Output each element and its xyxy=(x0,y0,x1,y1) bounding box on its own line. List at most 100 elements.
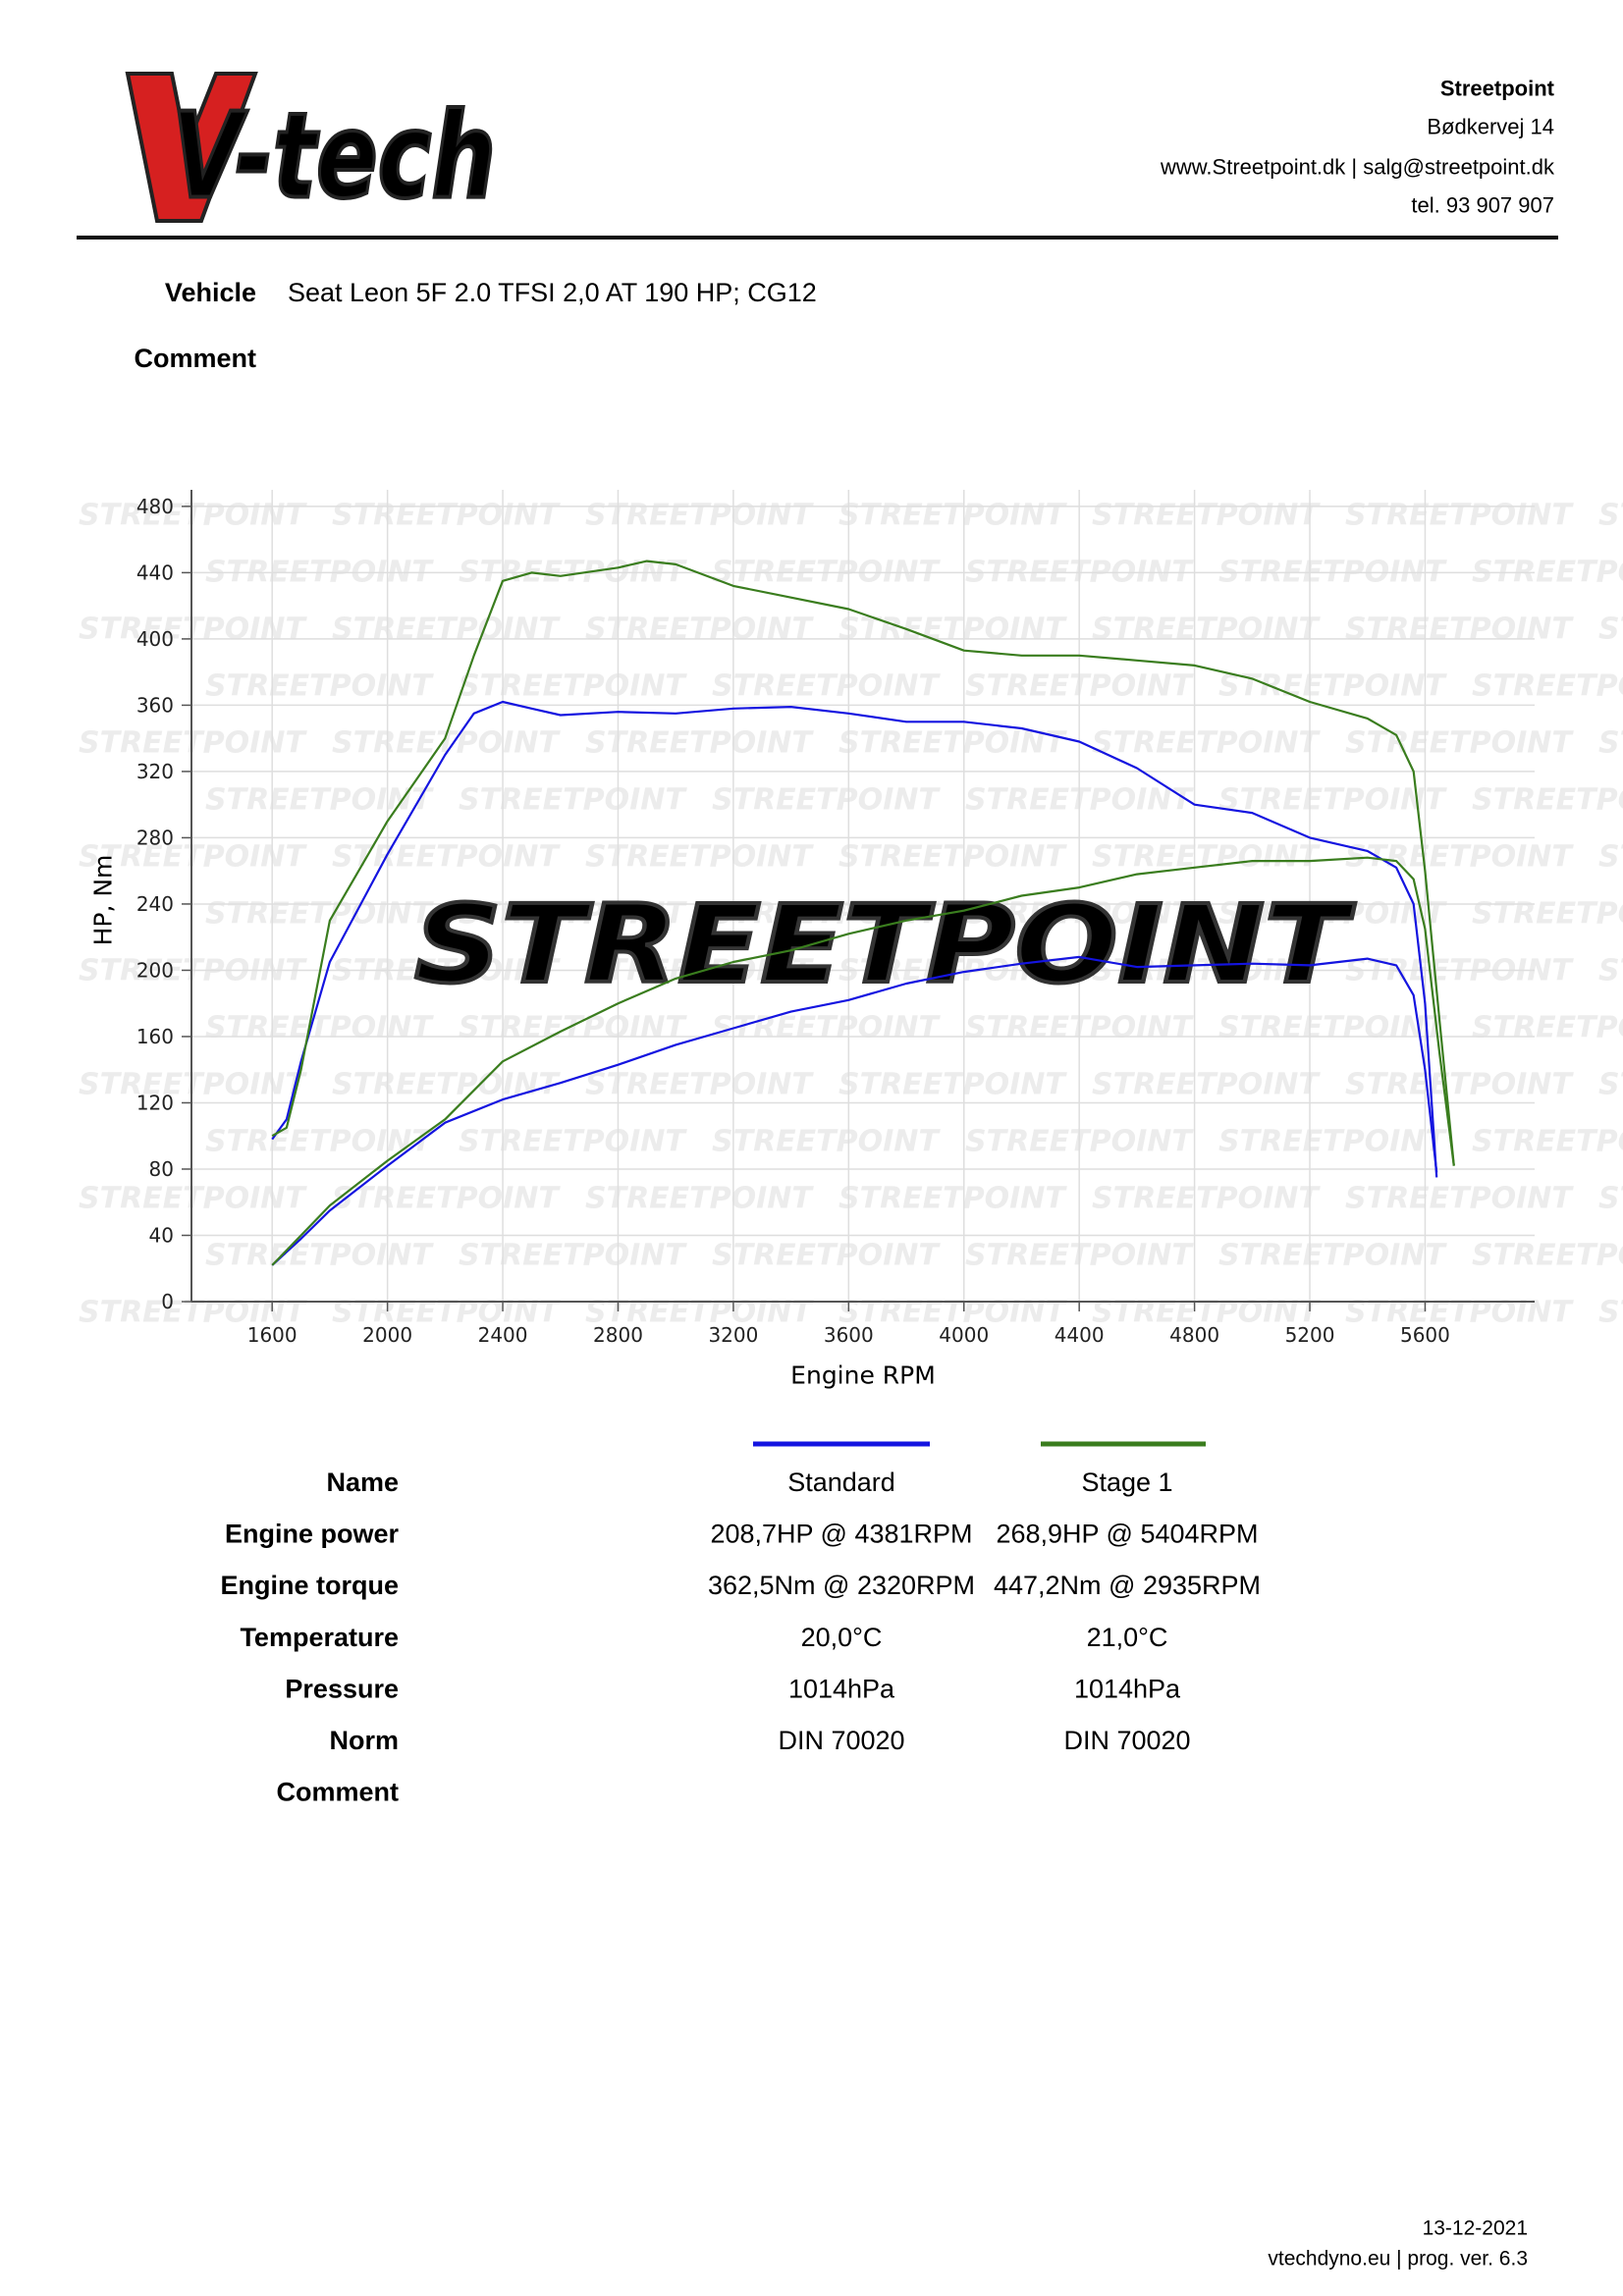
watermark: STREETPOINT xyxy=(1092,1182,1321,1216)
watermark: STREETPOINT xyxy=(1598,1068,1623,1102)
watermark: STREETPOINT xyxy=(1472,1125,1623,1159)
program-version: vtechdyno.eu | prog. ver. 6.3 xyxy=(1268,2248,1528,2270)
watermark: STREETPOINT xyxy=(839,1182,1067,1216)
watermark: STREETPOINT xyxy=(1345,613,1574,647)
watermark: STREETPOINT xyxy=(1472,669,1623,704)
watermark: STREETPOINT xyxy=(585,1182,814,1216)
watermark: STREETPOINT xyxy=(205,1239,434,1273)
y-tick-label: 240 xyxy=(136,892,174,916)
watermark: STREETPOINT xyxy=(1218,1125,1447,1159)
watermark: STREETPOINT xyxy=(332,726,561,761)
x-tick-label: 2800 xyxy=(593,1323,643,1347)
x-tick-label: 5200 xyxy=(1285,1323,1335,1347)
phone: tel. 93 907 907 xyxy=(1411,193,1554,218)
x-tick-label: 2400 xyxy=(478,1323,528,1347)
watermark: STREETPOINT xyxy=(1598,840,1623,875)
watermark: STREETPOINT xyxy=(1345,726,1574,761)
y-tick-label: 440 xyxy=(136,561,174,584)
cell: 268,9HP @ 5404RPM xyxy=(996,1520,1258,1549)
address: Bødkervej 14 xyxy=(1427,115,1554,139)
row-label: Temperature xyxy=(240,1623,399,1652)
watermark: STREETPOINT xyxy=(459,1125,687,1159)
cell: DIN 70020 xyxy=(1063,1726,1190,1755)
y-tick-label: 480 xyxy=(136,495,174,518)
watermark: STREETPOINT xyxy=(839,1068,1067,1102)
series-line xyxy=(271,856,1455,1266)
watermark: STREETPOINT xyxy=(332,1182,561,1216)
results-table: Name Standard Stage 1 Engine power 208,7HP @… xyxy=(221,1441,1261,1807)
y-tick-label: 160 xyxy=(136,1025,174,1048)
watermark: STREETPOINT xyxy=(1218,1239,1447,1273)
watermark: STREETPOINT xyxy=(1472,1011,1623,1045)
cell: 447,2Nm @ 2935RPM xyxy=(994,1571,1261,1600)
cell: 20,0°C xyxy=(801,1623,883,1652)
watermark: STREETPOINT xyxy=(1092,1068,1321,1102)
comment-label: Comment xyxy=(134,344,256,373)
watermark: STREETPOINT xyxy=(205,1011,434,1045)
watermark: STREETPOINT xyxy=(332,1068,561,1102)
watermark: STREETPOINT xyxy=(839,726,1067,761)
x-tick-label: 5600 xyxy=(1400,1323,1450,1347)
company-name: Streetpoint xyxy=(1440,77,1555,101)
watermark: STREETPOINT xyxy=(1472,1239,1623,1273)
contact: www.Streetpoint.dk | salg@streetpoint.dk xyxy=(1160,155,1555,180)
x-tick-label: 3600 xyxy=(824,1323,874,1347)
watermark: STREETPOINT xyxy=(79,1068,307,1102)
x-tick-label: 4000 xyxy=(939,1323,989,1347)
y-tick-label: 320 xyxy=(136,760,174,783)
row-label: Engine power xyxy=(225,1520,400,1549)
watermark: STREETPOINT xyxy=(1218,897,1447,932)
y-tick-label: 120 xyxy=(136,1091,174,1114)
watermark: STREETPOINT xyxy=(79,499,307,533)
y-tick-label: 200 xyxy=(136,958,174,982)
watermark: STREETPOINT xyxy=(1345,1068,1574,1102)
row-label: Norm xyxy=(329,1726,399,1755)
x-tick-label: 1600 xyxy=(247,1323,298,1347)
watermark: STREETPOINT xyxy=(585,499,814,533)
watermark: STREETPOINT xyxy=(1598,1182,1623,1216)
row-label: Name xyxy=(326,1468,399,1497)
watermark: STREETPOINT xyxy=(585,613,814,647)
cell: Standard xyxy=(787,1468,895,1497)
y-tick-label: 280 xyxy=(136,826,174,849)
watermark: STREETPOINT xyxy=(712,783,941,818)
x-tick-label: 2000 xyxy=(362,1323,412,1347)
watermark: STREETPOINT xyxy=(1472,783,1623,818)
watermark: STREETPOINT xyxy=(1218,669,1447,704)
y-tick-label: 80 xyxy=(149,1157,174,1181)
logo-v xyxy=(125,72,258,223)
date: 13-12-2021 xyxy=(1423,2217,1528,2240)
x-tick-label: 4800 xyxy=(1169,1323,1219,1347)
watermark: STREETPOINT xyxy=(205,897,434,932)
row-label: Pressure xyxy=(285,1674,399,1703)
x-tick-label: 4400 xyxy=(1055,1323,1105,1347)
watermark: STREETPOINT xyxy=(459,669,687,704)
watermark: STREETPOINT xyxy=(712,1011,941,1045)
y-tick-label: 0 xyxy=(161,1290,174,1313)
watermark: STREETPOINT xyxy=(712,897,941,932)
watermark: STREETPOINT xyxy=(332,499,561,533)
header-rule xyxy=(77,236,1558,240)
cell: Stage 1 xyxy=(1081,1468,1172,1497)
watermark: STREETPOINT xyxy=(79,840,307,875)
watermark: STREETPOINT xyxy=(585,840,814,875)
y-tick-label: 400 xyxy=(136,627,174,651)
watermark: STREETPOINT xyxy=(839,840,1067,875)
y-axis-title: HP, Nm xyxy=(89,855,118,946)
cell: DIN 70020 xyxy=(778,1726,904,1755)
watermark: STREETPOINT xyxy=(585,726,814,761)
row-label: Engine torque xyxy=(221,1571,400,1600)
watermark: STREETPOINT xyxy=(1345,1296,1574,1330)
logo-text: V-tech xyxy=(172,89,496,226)
watermark: STREETPOINT xyxy=(1092,840,1321,875)
watermark: STREETPOINT xyxy=(712,1239,941,1273)
watermark: STREETPOINT xyxy=(1092,613,1321,647)
watermark: STREETPOINT xyxy=(1472,897,1623,932)
watermark: STREETPOINT xyxy=(205,1125,434,1159)
watermark: STREETPOINT xyxy=(712,669,941,704)
watermark: STREETPOINT xyxy=(459,1239,687,1273)
watermark: STREETPOINT xyxy=(585,1068,814,1102)
watermark: STREETPOINT xyxy=(1598,613,1623,647)
watermark: STREETPOINT xyxy=(205,783,434,818)
cell: 362,5Nm @ 2320RPM xyxy=(708,1571,975,1600)
